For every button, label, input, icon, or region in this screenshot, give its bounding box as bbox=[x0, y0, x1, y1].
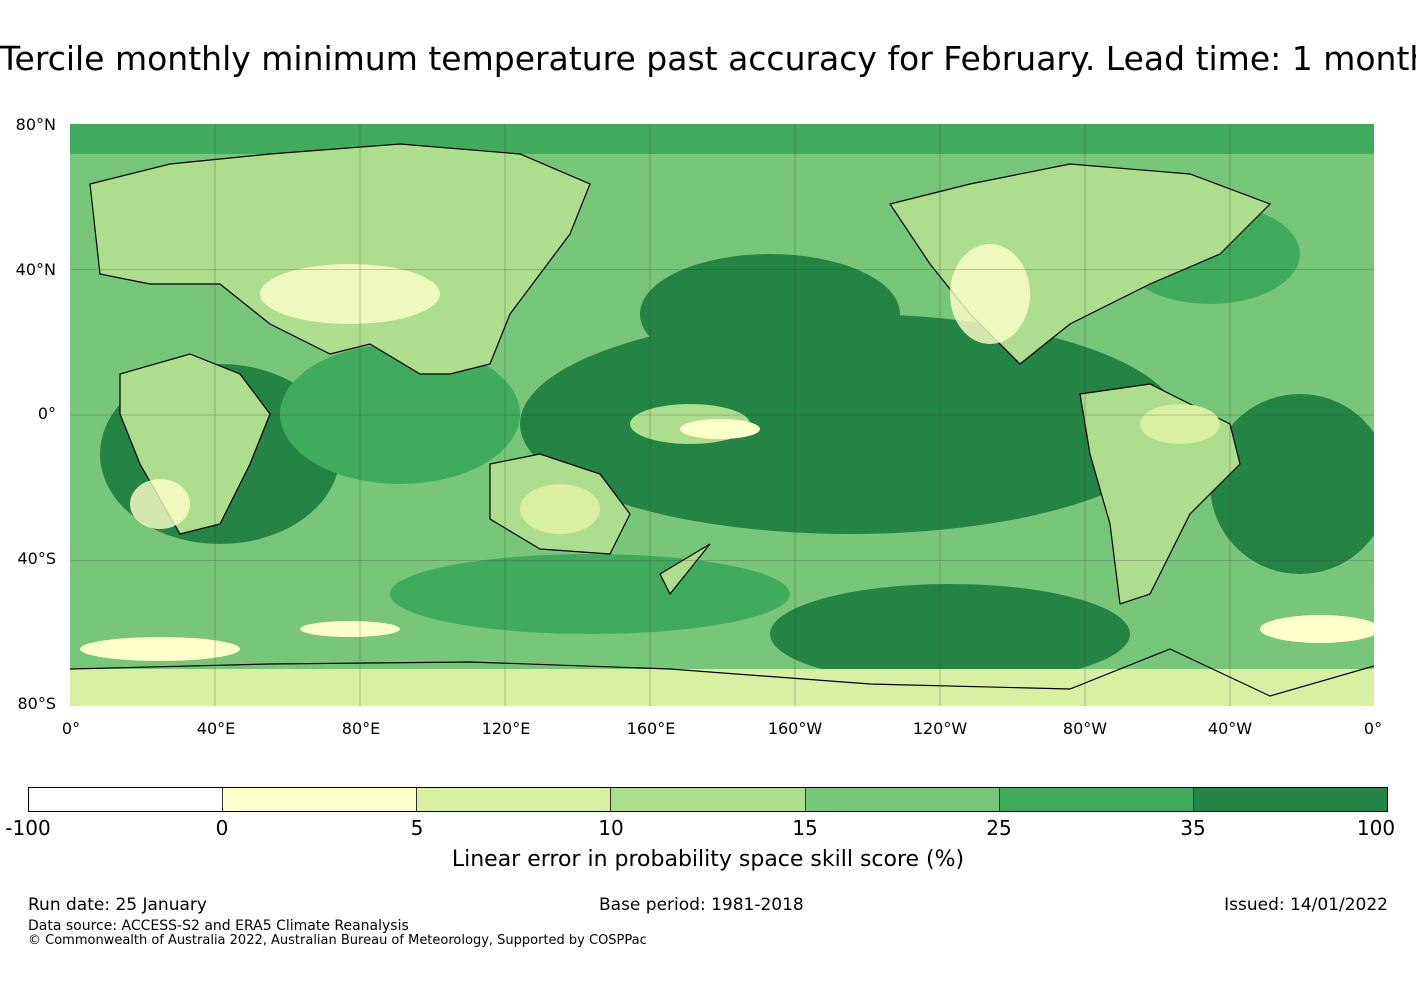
colorbar-tick: 100 bbox=[1356, 816, 1396, 840]
colorbar-segment bbox=[1193, 788, 1387, 811]
lon-label-80w: 80°W bbox=[1062, 719, 1108, 738]
copyright: © Commonwealth of Australia 2022, Austra… bbox=[28, 933, 647, 948]
antarctica-coastline bbox=[70, 648, 1374, 697]
skill-score-map bbox=[70, 124, 1374, 706]
lon-label-80e: 80°E bbox=[341, 719, 381, 738]
lat-label-80n: 80°N bbox=[15, 115, 56, 134]
lon-label-40e: 40°E bbox=[196, 719, 236, 738]
lon-label-160e: 160°E bbox=[626, 719, 676, 738]
colorbar bbox=[28, 787, 1388, 812]
lat-label-0: 0° bbox=[37, 404, 56, 423]
colorbar-label: Linear error in probability space skill … bbox=[451, 847, 965, 872]
ocean-skill-regions bbox=[70, 124, 1374, 706]
colorbar-tick: 10 bbox=[598, 816, 624, 840]
data-source: Data source: ACCESS-S2 and ERA5 Climate … bbox=[28, 918, 409, 934]
lon-label-0: 0° bbox=[61, 719, 81, 738]
colorbar-segment bbox=[417, 788, 612, 811]
colorbar-segment bbox=[29, 788, 224, 811]
gridlines bbox=[70, 124, 1374, 706]
lon-label-120e: 120°E bbox=[481, 719, 531, 738]
map-title: Tercile monthly minimum temperature past… bbox=[0, 39, 1416, 78]
lon-label-160w: 160°W bbox=[767, 719, 823, 738]
colorbar-tick: 15 bbox=[792, 816, 818, 840]
lat-label-80s: 80°S bbox=[17, 694, 56, 713]
run-date: Run date: 25 January bbox=[28, 895, 207, 915]
colorbar-tick: 35 bbox=[1180, 816, 1206, 840]
colorbar-segment bbox=[999, 788, 1194, 811]
colorbar-tick: 25 bbox=[986, 816, 1012, 840]
issued-date: Issued: 14/01/2022 bbox=[1224, 895, 1388, 915]
colorbar-tick: 0 bbox=[215, 816, 229, 840]
colorbar-segment bbox=[805, 788, 1000, 811]
base-period: Base period: 1981-2018 bbox=[599, 895, 804, 915]
lat-label-40s: 40°S bbox=[17, 549, 56, 568]
lon-label-0-east: 0° bbox=[1363, 719, 1383, 738]
colorbar-segment bbox=[611, 788, 806, 811]
colorbar-tick: -100 bbox=[5, 816, 51, 840]
colorbar-tick: 5 bbox=[410, 816, 424, 840]
lon-label-120w: 120°W bbox=[912, 719, 968, 738]
land-highlights bbox=[130, 244, 1220, 534]
lon-label-40w: 40°W bbox=[1207, 719, 1253, 738]
colorbar-segment bbox=[223, 788, 418, 811]
lat-label-40n: 40°N bbox=[15, 260, 56, 279]
